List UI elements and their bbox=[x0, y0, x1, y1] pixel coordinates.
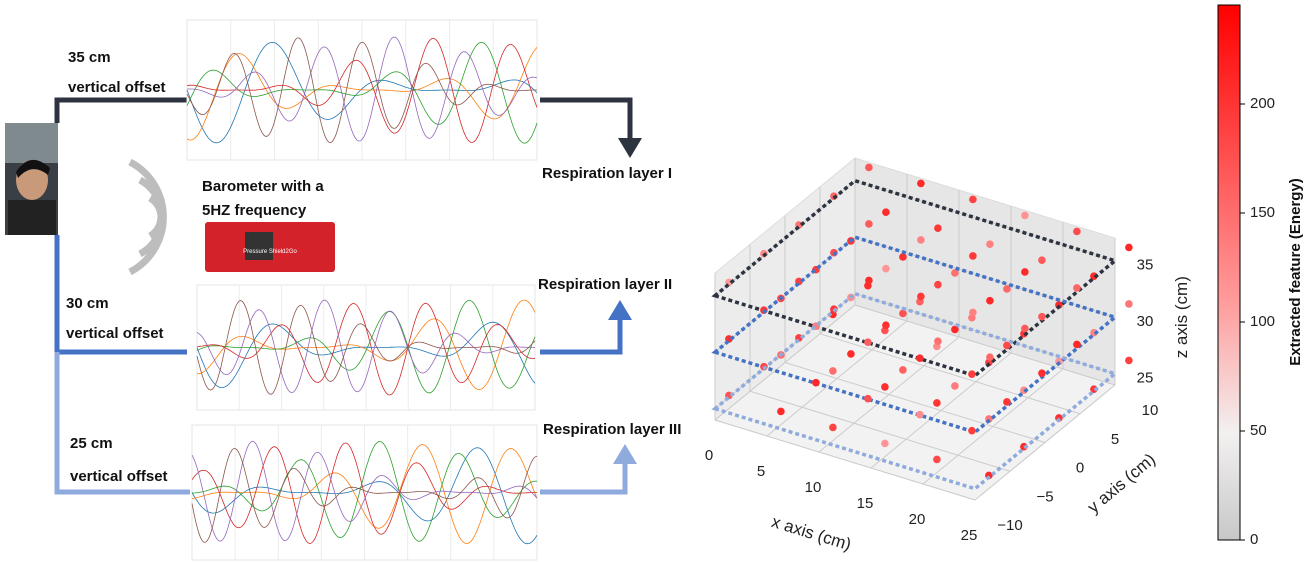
colorbar-tick-label: 100 bbox=[1250, 313, 1275, 330]
offset-label: 35 cm bbox=[68, 49, 111, 66]
z-axis-label: z axis (cm) bbox=[1172, 276, 1191, 358]
sensor-board: Pressure Shield2Go bbox=[205, 222, 335, 272]
point bbox=[812, 379, 820, 387]
point bbox=[1125, 244, 1133, 252]
y-tick-label: 0 bbox=[1076, 460, 1084, 477]
point bbox=[986, 353, 994, 361]
point bbox=[1125, 357, 1133, 365]
y-tick-label: −10 bbox=[997, 517, 1022, 534]
point bbox=[916, 354, 924, 362]
point bbox=[916, 411, 924, 419]
point bbox=[917, 180, 925, 188]
x-tick-label: 10 bbox=[805, 479, 822, 496]
offset-label: 25 cm bbox=[70, 435, 113, 452]
point bbox=[934, 281, 942, 289]
colorbar-tick-label: 200 bbox=[1250, 95, 1275, 112]
point bbox=[917, 293, 925, 301]
x-tick-label: 0 bbox=[705, 447, 713, 464]
board-label: Pressure Shield2Go bbox=[243, 249, 297, 255]
offset-caption: vertical offset bbox=[66, 325, 164, 342]
x-axis-label: x axis (cm) bbox=[769, 512, 853, 554]
point bbox=[881, 440, 889, 448]
point bbox=[969, 309, 977, 317]
point bbox=[968, 370, 976, 378]
point bbox=[969, 196, 977, 204]
point bbox=[882, 265, 890, 273]
generated: 0 5 10 15 20 25 −10 −5 0 5 10 25 30 35 x axis (cm) y ax… bbox=[187, 20, 1275, 560]
point bbox=[917, 236, 925, 244]
colorbar-label: Extracted feature (Energy) bbox=[1287, 178, 1304, 366]
colorbar-tick-label: 50 bbox=[1250, 422, 1267, 439]
point bbox=[934, 337, 942, 345]
point bbox=[986, 297, 994, 305]
offset-label: 30 cm bbox=[66, 295, 109, 312]
offset-caption: vertical offset bbox=[70, 468, 168, 485]
layer-output: Respiration layer III bbox=[543, 421, 681, 438]
barometer-text: 5HZ frequency bbox=[202, 202, 307, 219]
arrow-head bbox=[613, 444, 637, 464]
arrow-head bbox=[608, 300, 632, 320]
point bbox=[1021, 268, 1029, 276]
colorbar-tick-label: 0 bbox=[1250, 531, 1258, 548]
x-tick-label: 5 bbox=[757, 463, 765, 480]
point bbox=[899, 366, 907, 374]
offset-caption: vertical offset bbox=[68, 79, 166, 96]
point bbox=[865, 220, 873, 228]
point bbox=[951, 382, 959, 390]
figure: Pressure Shield2Go 35 cm vertical offset… bbox=[0, 0, 1314, 562]
point bbox=[899, 310, 907, 318]
point bbox=[1038, 369, 1046, 377]
point bbox=[969, 252, 977, 260]
point bbox=[882, 208, 890, 216]
point bbox=[986, 240, 994, 248]
x-tick-label: 25 bbox=[961, 527, 978, 544]
x-tick-label: 15 bbox=[857, 495, 874, 512]
point bbox=[1021, 212, 1029, 220]
point bbox=[1038, 256, 1046, 264]
point bbox=[1003, 398, 1011, 406]
point bbox=[1073, 228, 1081, 236]
y-tick-label: −5 bbox=[1036, 488, 1053, 505]
point bbox=[847, 350, 855, 358]
point bbox=[777, 408, 785, 416]
point bbox=[933, 456, 941, 464]
point bbox=[881, 383, 889, 391]
point bbox=[1038, 313, 1046, 321]
layer-output: Respiration layer I bbox=[542, 165, 672, 182]
y-tick-label: 10 bbox=[1142, 402, 1159, 419]
barometer-text: Barometer with a bbox=[202, 178, 324, 195]
point bbox=[1021, 325, 1029, 333]
signal-waves bbox=[130, 162, 163, 272]
x-tick-label: 20 bbox=[909, 511, 926, 528]
point bbox=[1073, 341, 1081, 349]
point bbox=[1073, 284, 1081, 292]
z-tick-label: 35 bbox=[1137, 257, 1154, 274]
z-tick-label: 30 bbox=[1137, 313, 1154, 330]
point bbox=[864, 338, 872, 346]
point bbox=[934, 224, 942, 232]
colorbar-tick-label: 150 bbox=[1250, 204, 1275, 221]
colorbar bbox=[1218, 5, 1240, 540]
point bbox=[1125, 300, 1133, 308]
point bbox=[882, 321, 890, 329]
point bbox=[864, 395, 872, 403]
y-axis-label: y axis (cm) bbox=[1084, 450, 1159, 517]
point bbox=[968, 427, 976, 435]
y-tick-label: 5 bbox=[1111, 431, 1119, 448]
photo bbox=[5, 123, 58, 235]
point bbox=[933, 399, 941, 407]
point bbox=[899, 253, 907, 261]
arrow-head bbox=[618, 138, 642, 158]
point bbox=[829, 424, 837, 432]
z-tick-label: 25 bbox=[1137, 370, 1154, 387]
layer-output: Respiration layer II bbox=[538, 276, 672, 293]
point bbox=[865, 164, 873, 172]
point bbox=[829, 367, 837, 375]
point bbox=[865, 277, 873, 285]
